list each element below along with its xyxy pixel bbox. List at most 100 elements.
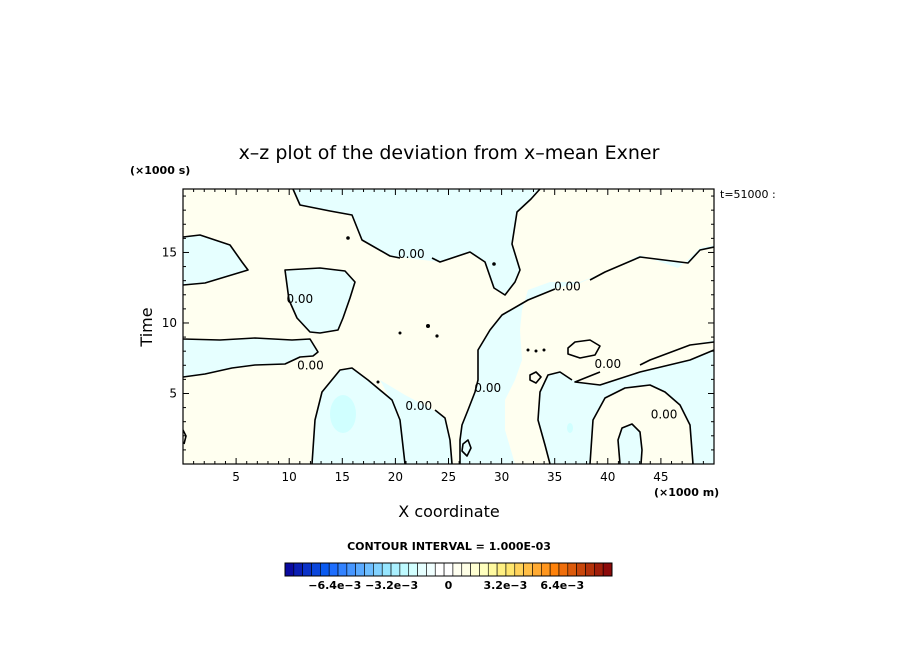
colorbar-swatch	[399, 562, 410, 577]
contour-label: 0.00	[405, 399, 432, 413]
colorbar-swatch	[311, 562, 321, 577]
colorbar-swatch	[461, 562, 471, 577]
contour-label: 0.00	[286, 292, 313, 306]
negative-region-lower-mid	[380, 380, 452, 464]
plot-area: 0.00 0.00 0.00 0.00 0.00 0.00 0.00 0.00 5 10 15 20…	[162, 188, 715, 484]
colorbar-swatch	[487, 562, 498, 577]
contour-label: 0.00	[594, 357, 621, 371]
positive-region-lower-right	[590, 385, 693, 464]
axis-ticks: 5 10 15 20 25 30 35 40 45 5 10 15	[162, 189, 714, 484]
colorbar-swatch	[381, 562, 392, 577]
y-tick-label: 15	[162, 245, 177, 259]
x-unit-label: (×1000 m)	[654, 486, 719, 499]
colorbar-swatch	[567, 562, 577, 577]
y-tick-label: 10	[162, 316, 177, 330]
x-tick-label: 5	[232, 470, 240, 484]
colorbar-swatch	[514, 562, 524, 577]
colorbar-tick-label: −6.4e−3	[308, 579, 361, 592]
y-axis-label: Time	[137, 307, 156, 347]
colorbar-swatch	[602, 562, 613, 577]
x-tick-label: 20	[388, 470, 403, 484]
colorbar-swatch	[390, 562, 401, 577]
colorbar-swatch	[470, 562, 480, 577]
contour-left-island	[284, 267, 356, 334]
negative-region-top	[293, 189, 540, 295]
contour-dot	[435, 334, 439, 338]
negative-region-band	[183, 338, 318, 377]
colorbar-swatch	[434, 562, 445, 577]
x-tick-label: 15	[335, 470, 350, 484]
x-tick-label: 30	[494, 470, 509, 484]
contour-top	[292, 189, 541, 296]
x-axis-label: X coordinate	[398, 502, 499, 521]
colorbar-swatch	[302, 562, 312, 577]
contour-small-loop-2	[461, 439, 472, 457]
negative-region-islands	[285, 268, 355, 333]
contour-right-loop	[567, 339, 601, 359]
contour-label: 0.00	[398, 247, 425, 261]
contour-label: 0.00	[651, 408, 678, 422]
contour-interval-label: CONTOUR INTERVAL = 1.000E-03	[347, 540, 551, 553]
contour-small-loop-1	[529, 371, 542, 384]
x-tick-label: 45	[653, 470, 668, 484]
colorbar-tick-label: 6.4e−3	[540, 579, 584, 592]
y-tick-label: 5	[169, 386, 177, 400]
colorbar-swatch	[532, 562, 542, 577]
colorbar-swatch	[523, 562, 533, 577]
colorbar-tick-label: −3.2e−3	[365, 579, 418, 592]
colorbar-swatch	[576, 562, 586, 577]
colorbar-swatch	[479, 562, 489, 577]
contour-left-band	[183, 337, 319, 378]
time-stamp-label: t=51000 :	[720, 188, 776, 201]
contour-dot	[346, 236, 350, 240]
contour-dot	[398, 331, 402, 335]
colorbar-swatch	[558, 562, 569, 577]
negative-core-blob	[330, 395, 356, 433]
colorbar-swatch	[594, 562, 604, 577]
contour-labels: 0.00 0.00 0.00 0.00 0.00 0.00 0.00 0.00	[286, 247, 677, 422]
contour-dot	[426, 324, 430, 328]
contour-lower-right	[589, 384, 694, 464]
colorbar-swatch	[496, 562, 507, 577]
colorbar-swatch	[355, 562, 365, 577]
chart-title: x–z plot of the deviation from x–mean Ex…	[239, 142, 660, 164]
contour-dot	[492, 262, 496, 266]
colorbar-tick-label: 3.2e−3	[483, 579, 527, 592]
contour-label: 0.00	[554, 279, 581, 293]
colorbar-swatch	[417, 562, 427, 577]
colorbar-swatch	[585, 562, 595, 577]
contour-right-band	[574, 341, 714, 386]
contour-dot	[542, 348, 546, 352]
x-tick-label: 35	[547, 470, 562, 484]
colorbar-tick-label: 0	[445, 579, 453, 592]
colorbar-swatch	[505, 562, 516, 577]
shaded-regions	[183, 189, 714, 464]
colorbar: −6.4e−3 −3.2e−3 0 3.2e−3 6.4e−3	[284, 562, 613, 592]
negative-core-dot	[567, 423, 573, 433]
negative-region-lower-right-core	[618, 424, 642, 464]
contour-right-main	[459, 246, 714, 464]
contour-dot	[534, 349, 538, 353]
colorbar-swatch	[452, 562, 463, 577]
contour-lower-mid	[434, 409, 453, 464]
contour-label: 0.00	[474, 381, 501, 395]
colorbar-swatch	[373, 562, 383, 577]
x-tick-label: 40	[600, 470, 615, 484]
colorbar-swatch	[540, 562, 551, 577]
colorbar-swatch	[549, 562, 560, 577]
y-unit-label: (×1000 s)	[130, 164, 190, 177]
colorbar-swatch	[337, 562, 348, 577]
contour-right-lower	[537, 371, 573, 464]
contour-left-top	[183, 234, 249, 286]
contour-dot	[376, 380, 380, 384]
colorbar-swatch	[443, 562, 454, 577]
contour-dot	[526, 348, 530, 352]
contour-lower-right-core	[617, 423, 643, 464]
contour-lines	[183, 189, 714, 464]
contour-label: 0.00	[297, 358, 324, 372]
colorbar-swatch	[346, 562, 357, 577]
colorbar-swatch	[364, 562, 374, 577]
colorbar-swatch	[320, 562, 330, 577]
contour-lower-left	[311, 367, 406, 464]
